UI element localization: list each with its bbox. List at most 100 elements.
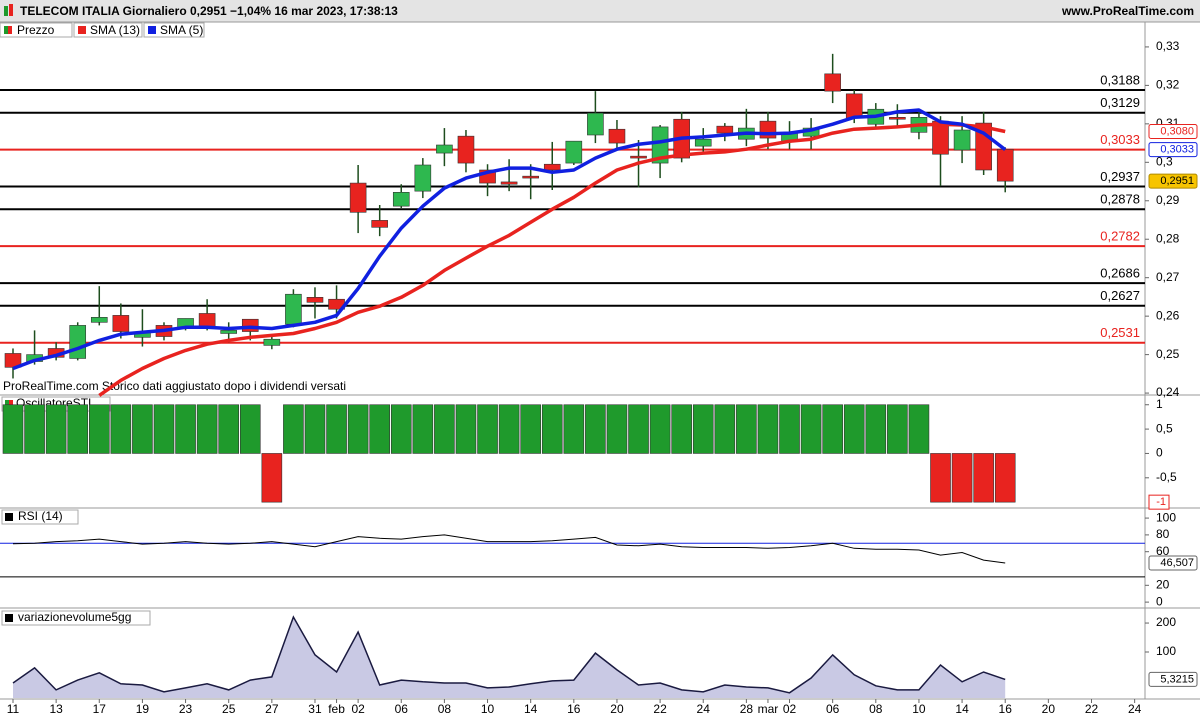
- x-tick-label: 10: [481, 702, 495, 716]
- y-tick-label: -0,5: [1156, 470, 1177, 484]
- bar: [434, 404, 455, 454]
- legend-box[interactable]: [143, 22, 205, 38]
- bar: [304, 404, 326, 454]
- candle-body: [996, 148, 1014, 182]
- bar: [412, 404, 434, 454]
- y-tick-label: 60: [1156, 544, 1170, 558]
- panel-title-box[interactable]: [1, 509, 79, 525]
- candle-body: [565, 140, 583, 164]
- value-tag: [1148, 555, 1198, 571]
- candle-body: [824, 73, 841, 92]
- bar: [110, 404, 132, 454]
- icon: [5, 400, 9, 408]
- icon: [5, 513, 13, 521]
- x-tick-label: 17: [93, 702, 107, 716]
- x-tick-label: 22: [653, 702, 667, 716]
- bar: [2, 404, 24, 454]
- x-tick-label: 11: [7, 702, 20, 716]
- y-tick-label: 0,24: [1156, 385, 1180, 399]
- candle-body: [241, 318, 259, 332]
- x-tick-label: mar: [758, 702, 779, 716]
- candle-body: [953, 129, 971, 151]
- bar: [585, 404, 606, 454]
- x-tick-label: 25: [222, 702, 236, 716]
- legend-icon: [8, 26, 12, 34]
- bar: [153, 404, 175, 454]
- x-tick-label: 06: [826, 702, 840, 716]
- bar: [67, 404, 89, 454]
- level-label: 0,2686: [1100, 266, 1140, 281]
- x-tick-label: 08: [869, 702, 883, 716]
- legend-box[interactable]: [0, 22, 73, 38]
- candle-body: [414, 164, 432, 192]
- x-tick-label: 24: [697, 702, 711, 716]
- x-tick-label: 14: [524, 702, 538, 716]
- y-tick-label: 0,28: [1156, 231, 1180, 245]
- bar: [757, 404, 779, 454]
- bar: [908, 404, 930, 454]
- y-tick-label: 0,26: [1156, 308, 1180, 322]
- x-tick-label: 06: [395, 702, 409, 716]
- bar: [865, 404, 887, 454]
- y-tick-label: 100: [1156, 644, 1176, 658]
- candle-body: [436, 144, 453, 154]
- bar: [326, 404, 347, 454]
- icon: [4, 6, 8, 16]
- level-label: 0,3129: [1100, 95, 1140, 110]
- icon: [9, 400, 13, 408]
- bar: [930, 453, 951, 503]
- y-tick-label: 0,25: [1156, 347, 1180, 361]
- bar: [736, 404, 757, 454]
- bar: [390, 404, 412, 454]
- bar: [45, 404, 67, 454]
- value-tag: [1148, 494, 1170, 510]
- bar: [477, 404, 498, 454]
- bar: [196, 404, 218, 454]
- y-tick-label: 200: [1156, 615, 1176, 629]
- bar: [692, 404, 714, 454]
- level-label: 0,2937: [1100, 169, 1140, 184]
- candle-body: [392, 192, 410, 207]
- candle-body: [69, 325, 87, 359]
- level-label: 0,2531: [1100, 325, 1140, 340]
- value-tag-label: 0,3033: [1160, 144, 1194, 156]
- bar: [671, 404, 692, 454]
- y-tick-label: 0,3: [1156, 154, 1173, 168]
- bar: [606, 404, 628, 454]
- candle-body: [608, 128, 626, 144]
- note: ProRealTime.com Storico dati aggiustato …: [3, 379, 346, 393]
- candle-body: [630, 155, 647, 159]
- value-tag-label: 0,3080: [1160, 125, 1194, 137]
- x-tick-label: 24: [1128, 702, 1142, 716]
- x-tick-label: 22: [1085, 702, 1099, 716]
- candle-body: [889, 117, 906, 120]
- bar: [239, 404, 261, 454]
- bar: [649, 404, 671, 454]
- level-label: 0,2782: [1100, 229, 1140, 244]
- value-tag: [1148, 671, 1198, 687]
- legend-box[interactable]: [73, 22, 143, 38]
- candle-body: [543, 163, 561, 171]
- x-tick-label: 20: [610, 702, 624, 716]
- bar: [887, 404, 908, 454]
- bar: [88, 404, 110, 454]
- value-tag: [1148, 173, 1198, 189]
- candle-body: [651, 126, 669, 164]
- bar: [822, 404, 843, 454]
- bar: [498, 404, 520, 454]
- level-label: 0,3188: [1100, 72, 1140, 87]
- value-tag-label: -1: [1156, 496, 1166, 508]
- y-tick-label: 0,5: [1156, 421, 1173, 435]
- value-tag-label: 0,2951: [1160, 175, 1194, 187]
- panel-title-box[interactable]: [1, 610, 151, 626]
- bar: [369, 404, 390, 454]
- candle-body: [522, 175, 539, 179]
- rsi-line: [12, 534, 1006, 564]
- x-tick-label: 14: [955, 702, 969, 716]
- legend-label: Prezzo: [17, 23, 55, 37]
- x-tick-label: 20: [1042, 702, 1056, 716]
- x-tick-label: 28: [740, 702, 754, 716]
- x-tick-label: 31: [308, 702, 322, 716]
- icon: [9, 4, 13, 16]
- x-tick-label: 08: [438, 702, 452, 716]
